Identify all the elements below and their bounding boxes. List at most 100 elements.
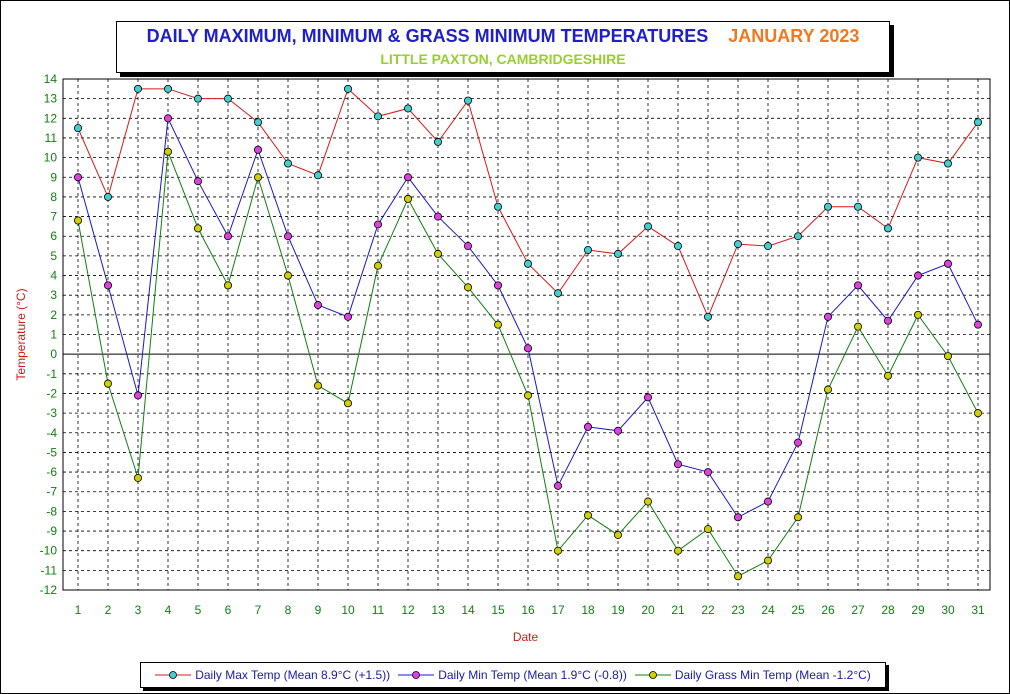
title-box: DAILY MAXIMUM, MINIMUM & GRASS MINIMUM T… xyxy=(116,21,890,73)
data-point-grass xyxy=(704,525,713,534)
data-point-min xyxy=(824,312,833,321)
data-point-max xyxy=(824,202,833,211)
data-point-grass xyxy=(764,556,773,565)
x-tick-label: 4 xyxy=(165,603,172,617)
data-point-grass xyxy=(884,371,893,380)
data-point-max xyxy=(104,192,113,201)
x-tick-label: 1 xyxy=(75,603,82,617)
data-point-max xyxy=(584,245,593,254)
x-tick-label: 25 xyxy=(791,603,805,617)
y-tick-label: -3 xyxy=(46,406,57,420)
x-axis-label: Date xyxy=(513,630,539,644)
data-point-min xyxy=(914,271,923,280)
x-tick-label: 5 xyxy=(195,603,202,617)
data-point-max xyxy=(223,94,232,103)
data-point-min xyxy=(554,481,563,490)
data-point-max xyxy=(283,159,292,168)
data-point-max xyxy=(644,222,653,231)
data-point-grass xyxy=(433,249,442,258)
data-point-min xyxy=(403,173,412,182)
data-point-max xyxy=(193,94,202,103)
data-point-grass xyxy=(584,511,593,520)
chart-title: DAILY MAXIMUM, MINIMUM & GRASS MINIMUM T… xyxy=(117,26,889,47)
y-tick-label: 6 xyxy=(50,229,57,243)
y-tick-label: 12 xyxy=(44,111,58,125)
data-point-grass xyxy=(524,391,533,400)
y-axis-label: Temperature (°C) xyxy=(14,288,28,380)
data-point-grass xyxy=(794,513,803,522)
data-point-min xyxy=(133,391,142,400)
data-point-grass xyxy=(193,224,202,233)
legend-max-swatch xyxy=(155,671,192,679)
x-tick-label: 13 xyxy=(431,603,445,617)
x-tick-label: 22 xyxy=(701,603,715,617)
x-tick-label: 12 xyxy=(401,603,415,617)
legend-min-label: Daily Min Temp (Mean 1.9°C (-0.8)) xyxy=(438,668,627,682)
y-tick-label: 13 xyxy=(44,92,58,106)
x-tick-label: 29 xyxy=(911,603,925,617)
y-tick-label: -10 xyxy=(40,544,58,558)
y-tick-label: -11 xyxy=(41,563,58,577)
data-point-grass xyxy=(104,379,113,388)
data-point-min xyxy=(674,460,683,469)
data-point-max xyxy=(524,259,533,268)
data-point-max xyxy=(403,104,412,113)
data-point-grass xyxy=(253,173,262,182)
data-point-min xyxy=(644,393,653,402)
y-tick-label: 9 xyxy=(50,170,57,184)
x-tick-label: 9 xyxy=(315,603,322,617)
x-tick-label: 21 xyxy=(671,603,685,617)
data-point-grass xyxy=(554,546,563,555)
x-tick-label: 18 xyxy=(581,603,595,617)
data-point-grass xyxy=(283,271,292,280)
data-point-grass xyxy=(163,147,172,156)
data-point-max xyxy=(914,153,923,162)
y-tick-label: -7 xyxy=(46,485,57,499)
data-point-min xyxy=(974,320,983,329)
y-tick-label: -4 xyxy=(46,426,57,440)
y-tick-label: 8 xyxy=(50,190,57,204)
legend-min-swatch xyxy=(398,671,435,679)
y-tick-label: 3 xyxy=(50,288,57,302)
data-point-min xyxy=(614,426,623,435)
y-tick-label: -8 xyxy=(46,504,57,518)
data-point-max xyxy=(944,159,953,168)
x-tick-label: 6 xyxy=(225,603,232,617)
data-point-max xyxy=(794,232,803,241)
data-point-grass xyxy=(974,409,983,418)
x-tick-label: 8 xyxy=(285,603,292,617)
chart-subtitle: LITTLE PAXTON, CAMBRIDGESHIRE xyxy=(380,51,626,67)
title-period-text: JANUARY 2023 xyxy=(728,26,860,46)
legend-max-label: Daily Max Temp (Mean 8.9°C (+1.5)) xyxy=(195,668,391,682)
data-point-max xyxy=(313,171,322,180)
data-point-min xyxy=(794,438,803,447)
x-tick-label: 10 xyxy=(341,603,355,617)
data-point-grass xyxy=(914,310,923,319)
data-point-grass xyxy=(133,473,142,482)
data-point-grass xyxy=(373,261,382,270)
data-point-grass xyxy=(223,281,232,290)
data-point-max xyxy=(74,124,83,133)
y-tick-label: 4 xyxy=(50,269,57,283)
y-tick-label: -9 xyxy=(46,524,57,538)
data-point-max xyxy=(493,202,502,211)
data-point-min xyxy=(163,114,172,123)
data-point-min xyxy=(463,242,472,251)
data-point-min xyxy=(223,232,232,241)
data-point-grass xyxy=(944,352,953,361)
x-tick-label: 3 xyxy=(135,603,142,617)
y-tick-label: 5 xyxy=(50,249,57,263)
y-tick-label: 14 xyxy=(44,72,58,86)
data-point-grass xyxy=(644,497,653,506)
title-main-text: DAILY MAXIMUM, MINIMUM & GRASS MINIMUM T… xyxy=(146,26,709,46)
data-point-grass xyxy=(463,283,472,292)
data-point-min xyxy=(524,344,533,353)
y-tick-label: 2 xyxy=(50,308,57,322)
data-point-max xyxy=(373,112,382,121)
data-point-min xyxy=(283,232,292,241)
x-tick-label: 28 xyxy=(881,603,895,617)
y-tick-label: 0 xyxy=(50,347,57,361)
data-point-grass xyxy=(313,381,322,390)
legend-item-min: Daily Min Temp (Mean 1.9°C (-0.8)) xyxy=(398,668,627,682)
